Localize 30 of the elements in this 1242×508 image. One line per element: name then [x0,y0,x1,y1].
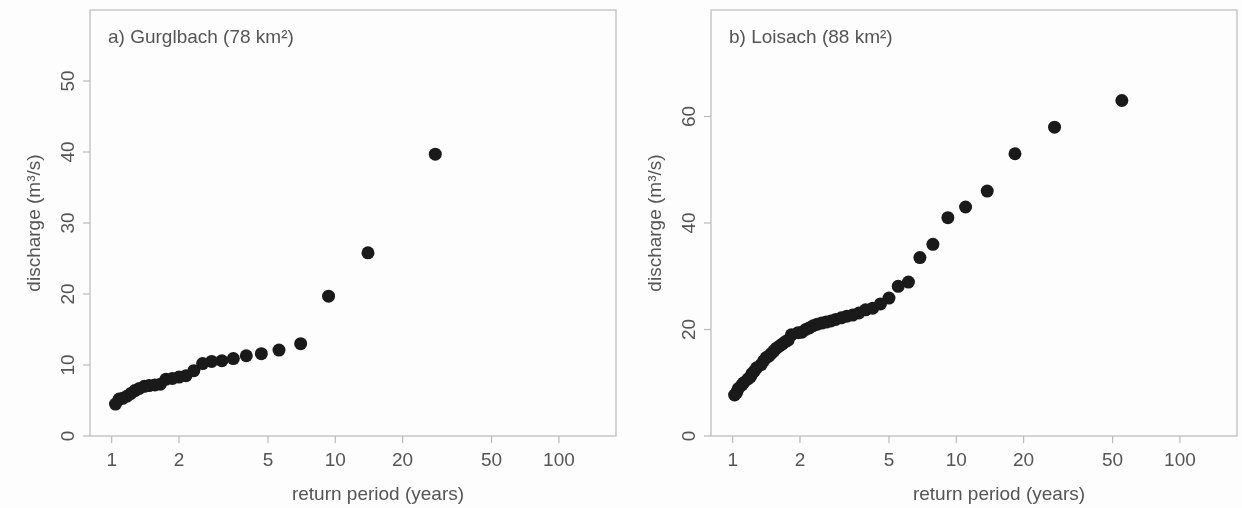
x-axis-title: return period (years) [912,483,1086,504]
y-tick-label: 40 [57,141,78,163]
y-tick-label: 0 [678,430,699,442]
y-tick-label: 60 [678,105,699,128]
text: b) Loisach (88 km²) [729,26,893,47]
x-tick-label: 20 [1013,449,1035,470]
x-tick-label: 2 [173,449,185,470]
y-tick-label: 30 [57,212,78,234]
x-tick-label: 10 [945,449,967,470]
x-tick-label: 100 [1164,449,1196,470]
y-axis-title: discharge (m³/s) [644,154,665,292]
y-tick-label: 10 [57,354,78,376]
y-tick-label: 20 [57,283,78,305]
x-tick-label: 5 [883,449,895,470]
x-tick-label: 50 [1102,449,1124,470]
y-tick-label: 40 [678,212,699,234]
x-tick-label: 1 [106,449,117,470]
x-tick-label: 100 [543,449,575,470]
x-axis-title: return period (years) [291,483,465,504]
x-tick-label: 10 [324,449,346,470]
x-tick-label: 2 [794,449,806,470]
x-tick-label: 50 [481,449,503,470]
y-tick-label: 50 [57,70,78,92]
y-tick-label: 20 [678,318,699,341]
y-axis-title: discharge (m³/s) [23,154,44,292]
y-tick-label: 0 [57,430,78,442]
x-tick-label: 20 [392,449,414,470]
x-tick-label: 1 [727,449,738,470]
x-tick-label: 5 [262,449,274,470]
text: a) Gurglbach (78 km²) [108,26,294,47]
